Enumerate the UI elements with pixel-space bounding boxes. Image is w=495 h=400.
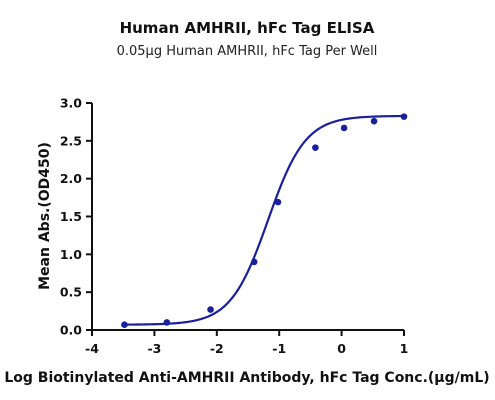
- y-tick-label: 2.0: [60, 171, 82, 186]
- data-point: [121, 321, 128, 329]
- data-point: [312, 144, 319, 151]
- x-tick-label: -4: [85, 341, 99, 356]
- y-tick-label: 2.5: [60, 133, 82, 148]
- data-point: [400, 113, 408, 120]
- y-tick-label: 3.0: [60, 96, 82, 111]
- data-point: [340, 124, 348, 132]
- x-tick-label: 1: [400, 341, 409, 356]
- fit-curve-line: [124, 114, 405, 326]
- plot-area: -4 -3 -2 -1 0 1 0.0 0.5 1.0 1.5 2.0 2.5 3.0: [60, 96, 409, 357]
- x-tick-label: 0: [337, 341, 346, 356]
- data-point: [250, 258, 258, 266]
- y-axis-label: Mean Abs.(OD450): [37, 142, 53, 290]
- data-point: [274, 198, 282, 206]
- x-tick-label: -2: [210, 341, 224, 356]
- y-tick-label: 1.0: [60, 247, 82, 262]
- y-tick-label: 0.5: [60, 285, 82, 300]
- chart-subtitle: 0.05μg Human AMHRII, hFc Tag Per Well: [117, 44, 378, 59]
- chart-title: Human AMHRII, hFc Tag ELISA: [120, 19, 375, 37]
- y-tick-label: 1.5: [60, 209, 82, 224]
- data-point: [163, 319, 171, 326]
- x-axis-label: Log Biotinylated Anti-AMHRII Antibody, h…: [4, 370, 489, 386]
- y-tick-label: 0.0: [60, 323, 82, 338]
- data-point: [370, 117, 378, 125]
- data-point: [207, 306, 214, 313]
- x-tick-label: -3: [147, 341, 161, 356]
- x-tick-label: -1: [272, 341, 286, 356]
